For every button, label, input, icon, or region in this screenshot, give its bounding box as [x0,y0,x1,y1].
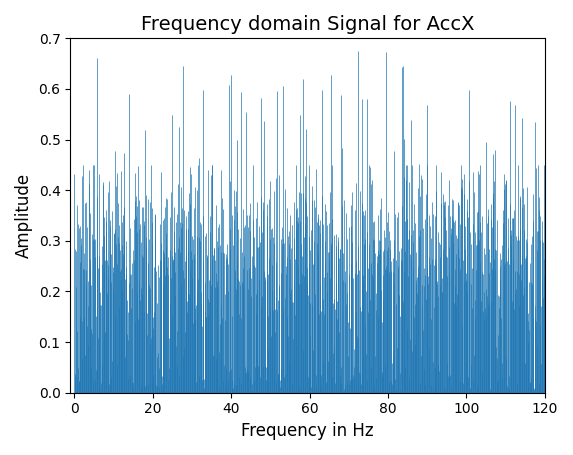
X-axis label: Frequency in Hz: Frequency in Hz [241,422,374,440]
Title: Frequency domain Signal for AccX: Frequency domain Signal for AccX [141,15,474,34]
Y-axis label: Amplitude: Amplitude [15,173,33,258]
